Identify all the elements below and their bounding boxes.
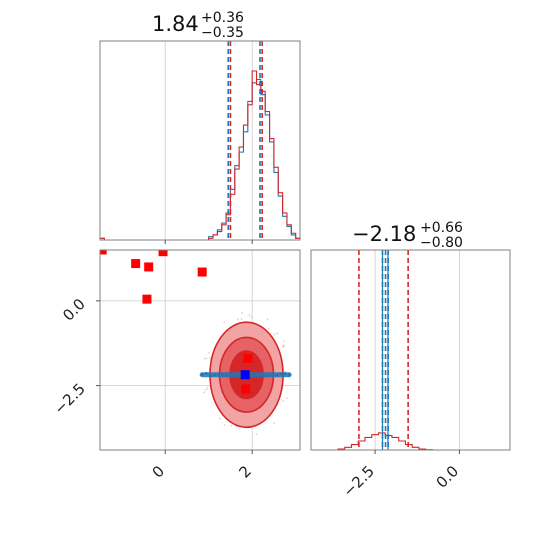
panel-bottom-left-2d: 0 2 0.0 −2.5 [50,249,301,482]
bl-sample-point [223,424,226,426]
bl-blue-point [229,374,233,377]
bl-blue-point [213,373,216,377]
bl-blue-point [225,374,229,377]
br-title-value: −2.18 [352,222,416,246]
bl-red-marker-8 [241,384,251,394]
br-title-plus: +0.66 [420,220,463,236]
bl-blue-point [287,373,291,377]
bl-blue-point [283,372,287,376]
bl-sample-point [237,318,239,321]
tl-title-value: 1.84 [152,12,199,36]
tl-quantile-lines [227,41,263,240]
bl-blue-point [200,373,204,376]
bl-sample-point [273,333,276,336]
bl-sample-point [203,391,206,394]
bl-sample-point [207,351,210,354]
tl-histogram-steps [100,70,300,240]
bl-blue-point [279,372,283,376]
bl-sample-point [282,340,285,342]
bl-contours-and-points [100,250,292,435]
bl-ytick-label-0: 0.0 [59,295,89,325]
panel-bottom-right-histogram: −2.5 0.0 −2.18 +0.66 −0.80 [310,220,511,501]
bl-sample-point [240,318,243,320]
br-title-minus: −0.80 [420,235,463,251]
tl-ticks [164,240,253,244]
bl-sample-point [282,344,285,347]
bl-blue-point [233,373,237,377]
bl-red-marker-6 [142,294,152,304]
bl-blue-point [262,374,266,378]
bl-sample-point [230,424,233,427]
bl-sample-point [266,318,269,321]
bl-blue-point [258,373,262,377]
br-xtick-label-1: 0.0 [433,462,463,492]
bl-sample-point [205,357,208,360]
bl-red-marker-0 [100,250,107,255]
bl-blue-point [221,373,225,376]
br-axes-frame [310,249,511,451]
bl-blue-point [217,373,221,377]
br-ticks: −2.5 0.0 [339,450,462,501]
bl-sample-point [204,388,207,391]
bl-sample-point [206,387,209,390]
bl-blue-point [250,372,254,375]
bl-axes-frame [99,249,301,451]
tl-title-plus: +0.36 [201,10,244,26]
bl-sample-point [208,357,211,360]
bl-red-marker-2 [144,262,154,272]
bl-red-marker-3 [158,250,168,257]
tl-gridlines [164,41,253,240]
tl-hist-series-0 [100,78,300,240]
bl-blue-point [204,372,208,375]
bl-ytick-label-1: −2.5 [50,380,88,418]
bl-blue-point [238,373,241,376]
bl-red-marker-1 [131,259,141,269]
bl-sample-point [282,400,285,402]
tl-axes-frame [99,40,301,241]
tl-hist-series-1 [100,70,300,240]
br-quantile-lines [358,250,409,450]
bl-blue-point [275,373,279,377]
bl-sample-point [218,417,221,420]
panel-top-left-histogram: 1.84 +0.36 −0.35 [99,10,301,244]
bl-sample-point [273,422,275,425]
bl-red-marker-7 [243,353,253,363]
bl-sample-point [255,433,258,435]
bl-sample-point [286,397,288,400]
tl-title-minus: −0.35 [201,25,244,41]
br-xtick-label-0: −2.5 [339,462,377,500]
bl-sample-point [250,316,253,318]
bl-xtick-label-1: 2 [236,462,255,481]
bl-sample-point [248,314,251,316]
bl-blue-point [209,374,212,378]
bl-blue-point [267,373,270,377]
bl-sample-point [284,370,287,373]
bl-sample-point [223,321,226,324]
bl-red-marker-5 [197,267,207,277]
bl-blue-marker [240,370,250,380]
bl-sample-point [267,327,270,330]
bl-sample-point [241,311,243,314]
bl-sample-point [203,357,206,360]
bl-blue-point [271,372,274,376]
bl-sample-point [276,332,278,335]
br-gridlines [374,250,460,450]
bl-sample-point [282,345,285,348]
bl-xtick-label-0: 0 [149,462,168,481]
bl-blue-point [254,372,258,376]
